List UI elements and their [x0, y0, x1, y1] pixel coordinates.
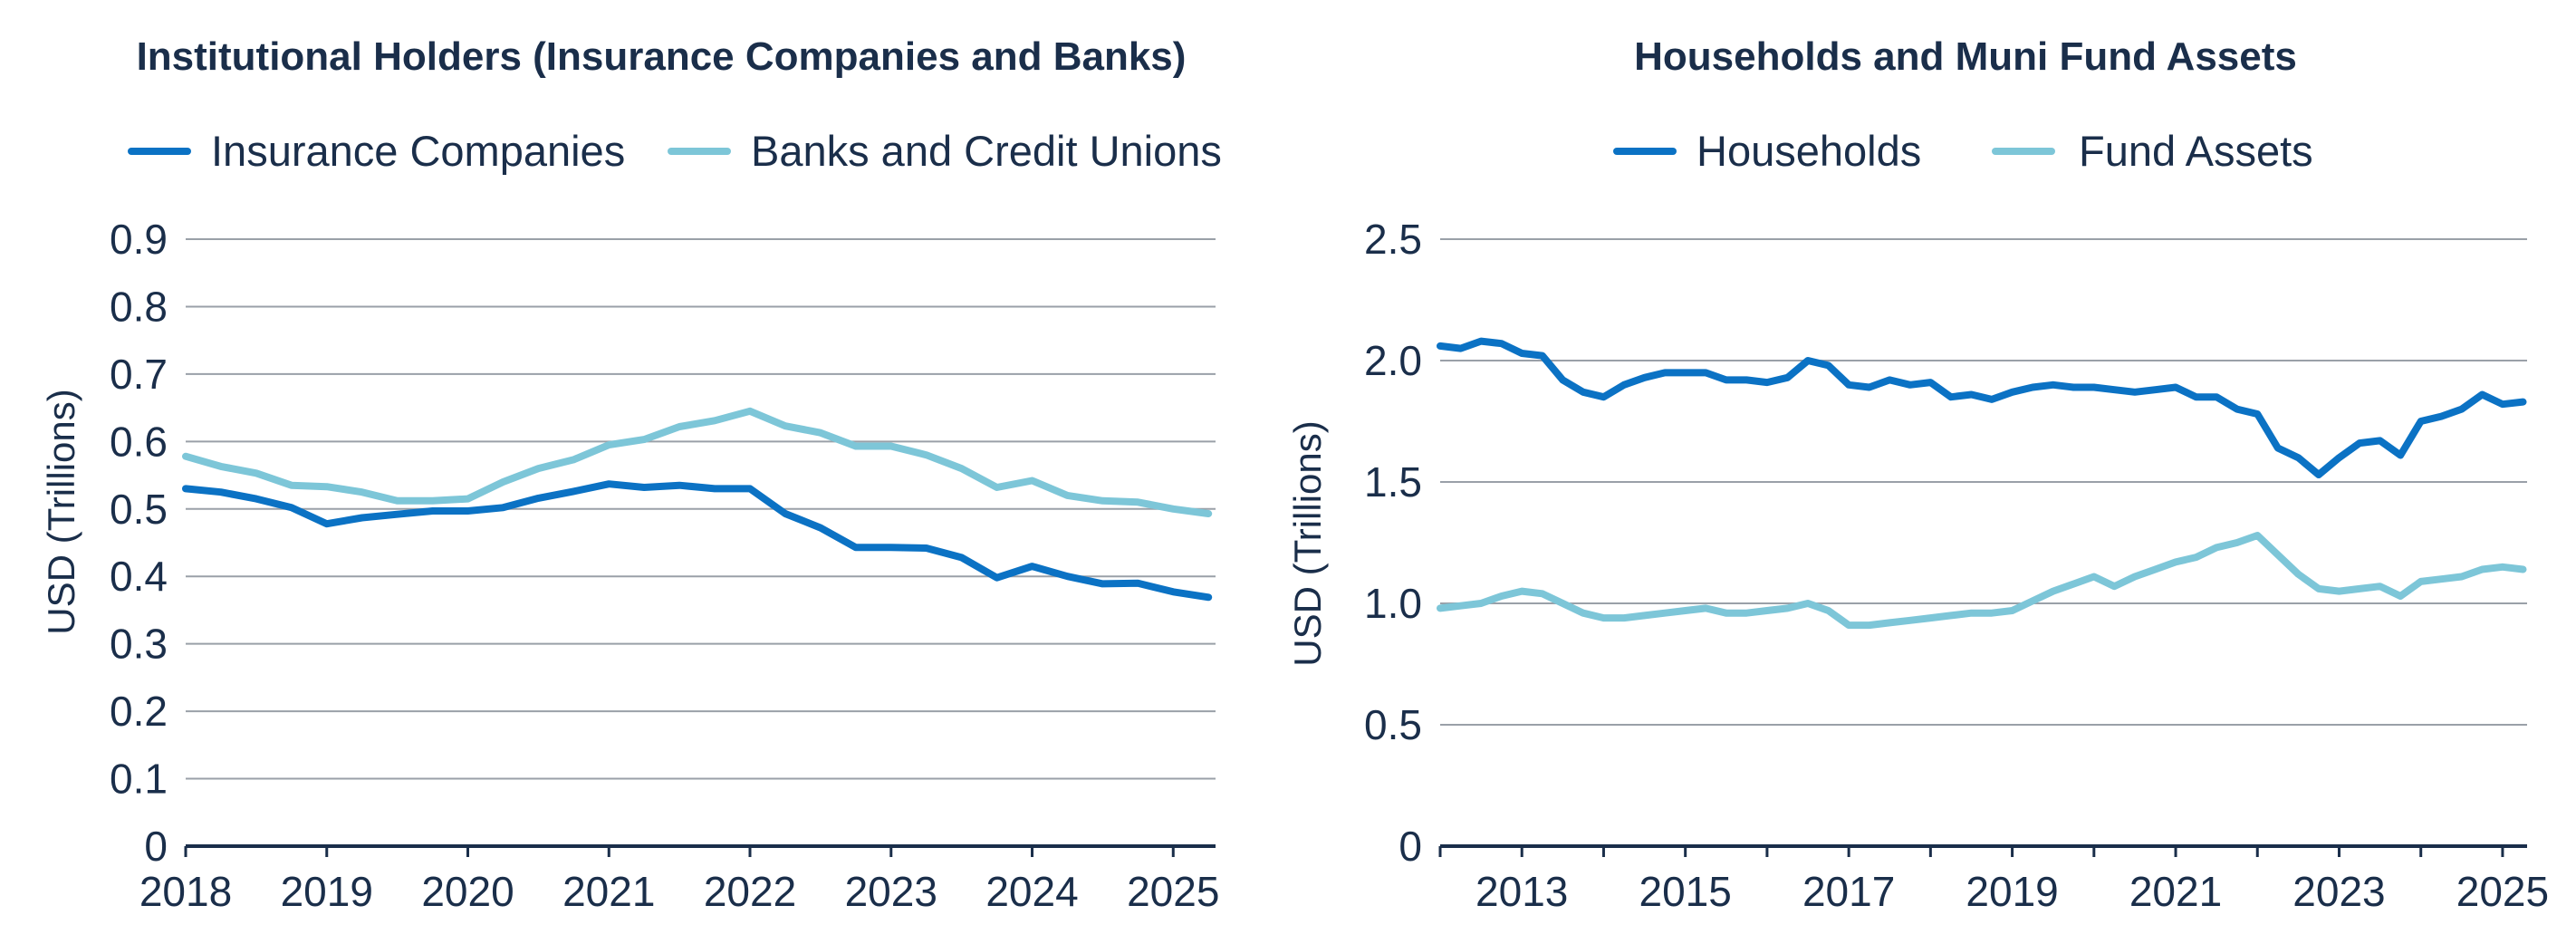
y-axis-label: USD (Trillions) — [1286, 420, 1329, 666]
y-tick-label-0-5: 0.5 — [110, 486, 168, 533]
x-tick-label-2024: 2024 — [985, 868, 1078, 915]
x-tick-label-2023: 2023 — [2292, 868, 2385, 915]
x-tick-label-2018: 2018 — [139, 868, 232, 915]
chart-title: Institutional Holders (Insurance Compani… — [137, 34, 1187, 79]
x-tick-label-2021: 2021 — [562, 868, 655, 915]
legend-label-insurance-companies: Insurance Companies — [211, 127, 625, 175]
y-tick-label-1-5: 1.5 — [1364, 458, 1422, 506]
gridlines — [186, 238, 1216, 780]
y-tick-label-0: 0 — [1399, 823, 1422, 870]
x-tick-label-2019: 2019 — [1966, 868, 2058, 915]
y-tick-label-0-7: 0.7 — [110, 351, 168, 398]
y-axis-label: USD (Trillions) — [40, 389, 82, 634]
x-tick-label-2017: 2017 — [1802, 868, 1895, 915]
series-lines — [1437, 337, 2527, 630]
y-tick-label-0-6: 0.6 — [110, 418, 168, 465]
households-and-muni-fund-assets-chart: Households and Muni Fund Assets Househol… — [1286, 34, 2549, 915]
y-tick-label-2-5: 2.5 — [1364, 216, 1422, 263]
y-tick-label-0: 0 — [144, 823, 168, 870]
x-axis-ticks: 2018 2019 2020 2021 2022 2023 2024 2025 — [139, 846, 1219, 915]
x-tick-label-2013: 2013 — [1475, 868, 1568, 915]
x-tick-label-2022: 2022 — [704, 868, 796, 915]
x-axis-ticks: 2013 2015 2017 2019 2021 2023 2025 — [1438, 846, 2549, 915]
series-line-households — [1437, 337, 2527, 478]
x-tick-label-2021: 2021 — [2129, 868, 2222, 915]
x-tick-label-2019: 2019 — [281, 868, 373, 915]
y-tick-label-0-8: 0.8 — [110, 283, 168, 330]
x-tick-label-2015: 2015 — [1639, 868, 1732, 915]
legend-label-banks-and-credit-unions: Banks and Credit Unions — [751, 127, 1222, 175]
chart-title: Households and Muni Fund Assets — [1634, 34, 2297, 79]
legend-label-households: Households — [1697, 127, 1921, 175]
series-line-insurance-companies — [182, 480, 1213, 602]
x-tick-label-2025: 2025 — [2456, 868, 2549, 915]
legend: Insurance Companies Banks and Credit Uni… — [128, 127, 1222, 175]
y-axis-ticks: 0 0.1 0.2 0.3 0.4 0.5 0.6 0.7 0.8 0.9 — [110, 216, 168, 870]
x-tick-label-2023: 2023 — [845, 868, 937, 915]
x-tick-label-2020: 2020 — [421, 868, 514, 915]
x-tick-label-2025: 2025 — [1127, 868, 1219, 915]
y-tick-label-0-9: 0.9 — [110, 216, 168, 263]
series-line-fund-assets — [1437, 532, 2527, 630]
gridlines — [1440, 238, 2527, 726]
y-axis-ticks: 0 0.5 1.0 1.5 2.0 2.5 — [1364, 216, 1422, 870]
y-tick-label-0-4: 0.4 — [110, 553, 168, 600]
y-tick-label-0-2: 0.2 — [110, 688, 168, 735]
legend: Households Fund Assets — [1613, 127, 2313, 175]
y-tick-label-0-3: 0.3 — [110, 621, 168, 668]
series-line-banks-and-credit-unions — [182, 407, 1213, 517]
y-tick-label-1-0: 1.0 — [1364, 580, 1422, 627]
y-tick-label-2-0: 2.0 — [1364, 337, 1422, 384]
y-tick-label-0-5: 0.5 — [1364, 701, 1422, 748]
institutional-holders-chart: Institutional Holders (Insurance Compani… — [40, 34, 1222, 915]
series-lines — [182, 407, 1213, 602]
legend-label-fund-assets: Fund Assets — [2079, 127, 2313, 175]
y-tick-label-0-1: 0.1 — [110, 756, 168, 803]
